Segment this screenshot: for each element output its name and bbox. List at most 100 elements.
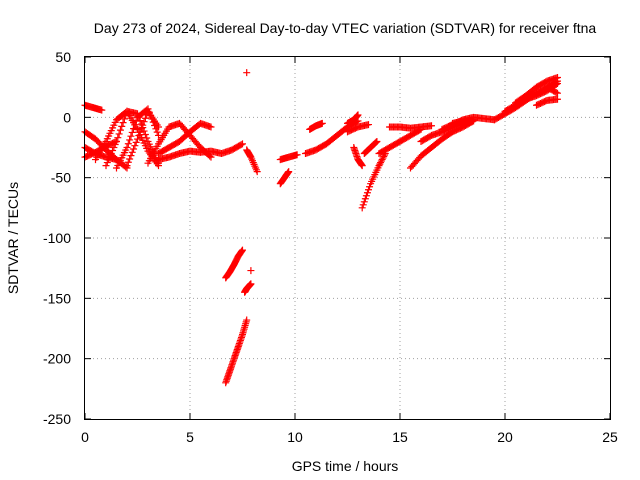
series-sat-37 [543, 83, 561, 97]
series-sat-26 [360, 137, 381, 158]
series-sat-15 [222, 316, 251, 387]
series-sat-35 [512, 74, 561, 107]
data-point [554, 89, 561, 97]
data-point [237, 141, 245, 149]
data-point [127, 152, 135, 160]
data-point [123, 144, 131, 151]
data-point [137, 125, 145, 133]
data-point [111, 140, 119, 148]
data-points [81, 69, 561, 387]
data-point [130, 125, 138, 133]
data-point [119, 119, 127, 127]
plot-area-frame [84, 56, 611, 420]
data-point [554, 80, 561, 88]
series-sat-11 [155, 140, 246, 164]
data-point [371, 139, 379, 147]
series-sat-12 [243, 146, 261, 176]
data-point [143, 134, 151, 142]
data-point [128, 148, 136, 156]
data-point [318, 119, 326, 127]
y-tick-label: 0 [63, 109, 71, 125]
y-tick-label: -150 [43, 290, 71, 306]
data-point [365, 186, 372, 194]
data-point [124, 140, 132, 148]
data-point [130, 145, 138, 153]
data-point [366, 183, 374, 191]
x-tick-label: 25 [602, 429, 618, 445]
data-point [98, 106, 106, 114]
data-point [134, 135, 141, 143]
y-tick-label: -100 [43, 230, 71, 246]
x-axis-label: GPS time / hours [292, 458, 399, 474]
data-point [123, 162, 131, 170]
data-point [361, 195, 369, 203]
axis-ticks [84, 56, 611, 420]
data-point [140, 118, 148, 126]
series-sat-22 [344, 111, 362, 127]
data-point [127, 132, 135, 140]
data-point [126, 155, 134, 163]
series-sat-10 [155, 119, 215, 158]
data-point [106, 153, 114, 161]
series-sat-04 [81, 101, 106, 114]
data-point [373, 137, 381, 145]
y-axis-label: SDTVAR / TECUs [5, 182, 21, 294]
data-point [358, 162, 366, 170]
data-point [136, 128, 144, 136]
data-point [428, 122, 435, 130]
y-tick-label: -50 [51, 170, 71, 186]
data-point [126, 136, 134, 144]
data-point [124, 158, 132, 166]
data-point [363, 189, 371, 197]
series-sat-14 [222, 246, 246, 282]
data-point [359, 201, 367, 209]
data-point [122, 163, 130, 171]
data-point [135, 132, 143, 140]
data-point [153, 128, 161, 136]
series-sat-18 [276, 168, 293, 188]
data-point [141, 131, 149, 139]
data-point [377, 157, 385, 165]
data-point [116, 126, 124, 134]
data-point [114, 134, 122, 142]
data-point [132, 117, 140, 125]
y-tick-label: -250 [43, 411, 71, 427]
data-point [378, 156, 386, 164]
data-point [285, 168, 293, 176]
series-sat-25 [350, 144, 366, 170]
data-point [354, 111, 362, 119]
y-tick-labels: 50 0 -50 -100 -150 -200 -250 [43, 49, 71, 427]
y-tick-label: -200 [43, 351, 71, 367]
data-point [102, 162, 110, 170]
data-point [243, 69, 251, 77]
data-point [365, 121, 372, 129]
data-point [554, 95, 561, 103]
x-tick-label: 15 [392, 429, 408, 445]
x-tick-label: 20 [497, 429, 513, 445]
data-point [118, 122, 126, 130]
series-sat-21 [306, 119, 326, 133]
data-point [360, 198, 368, 206]
data-point [131, 121, 139, 129]
series-sat-32 [449, 116, 477, 127]
series-sat-36 [533, 95, 561, 109]
x-tick-label: 10 [287, 429, 303, 445]
data-point [293, 151, 301, 159]
data-point [155, 123, 162, 131]
data-point [110, 144, 118, 151]
data-point [253, 168, 261, 176]
series-sat-19 [276, 151, 301, 164]
data-point [243, 316, 251, 324]
x-tick-label: 0 [81, 429, 89, 445]
data-point [379, 154, 387, 162]
grid-lines [85, 57, 610, 419]
series-sat-24 [358, 150, 389, 212]
data-point [109, 147, 117, 155]
data-point [239, 140, 246, 148]
data-point [380, 153, 388, 161]
y-tick-label: 50 [55, 49, 71, 65]
data-point [115, 130, 123, 138]
data-point [247, 267, 255, 275]
series-sat-08 [123, 107, 162, 170]
